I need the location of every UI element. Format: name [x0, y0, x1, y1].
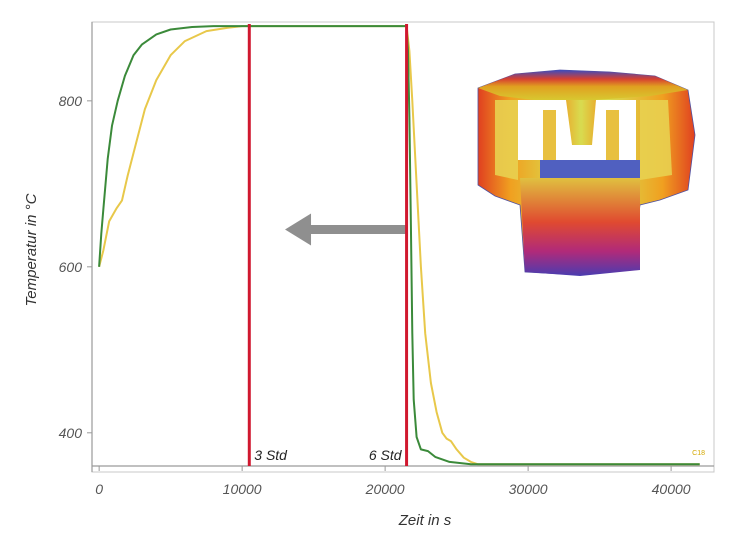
x-ticks: 0 10000 20000 30000 40000 [95, 466, 691, 497]
x-tick-label: 30000 [509, 481, 548, 497]
marker-label: 3 Std [254, 447, 288, 463]
x-tick-label: 10000 [223, 481, 262, 497]
y-axis-label: Temperatur in °C [23, 193, 40, 306]
y-tick-label: 400 [59, 425, 83, 441]
x-axis-label: Zeit in s [398, 512, 452, 529]
y-ticks: 400 600 800 [59, 93, 92, 441]
x-tick-label: 20000 [365, 481, 405, 497]
corner-label: C18 [692, 450, 705, 457]
shift-arrow [285, 213, 407, 246]
series-line-0 [98, 25, 700, 466]
x-tick-label: 0 [95, 481, 103, 497]
arrow-head [285, 213, 312, 246]
x-tick-label: 40000 [652, 481, 691, 497]
y-tick-label: 600 [59, 259, 83, 275]
marker-lines: 3 Std 6 Std [247, 24, 409, 466]
part-thermal-render-image [477, 69, 696, 276]
marker-label: 6 Std [369, 447, 403, 463]
y-tick-label: 800 [59, 93, 83, 109]
